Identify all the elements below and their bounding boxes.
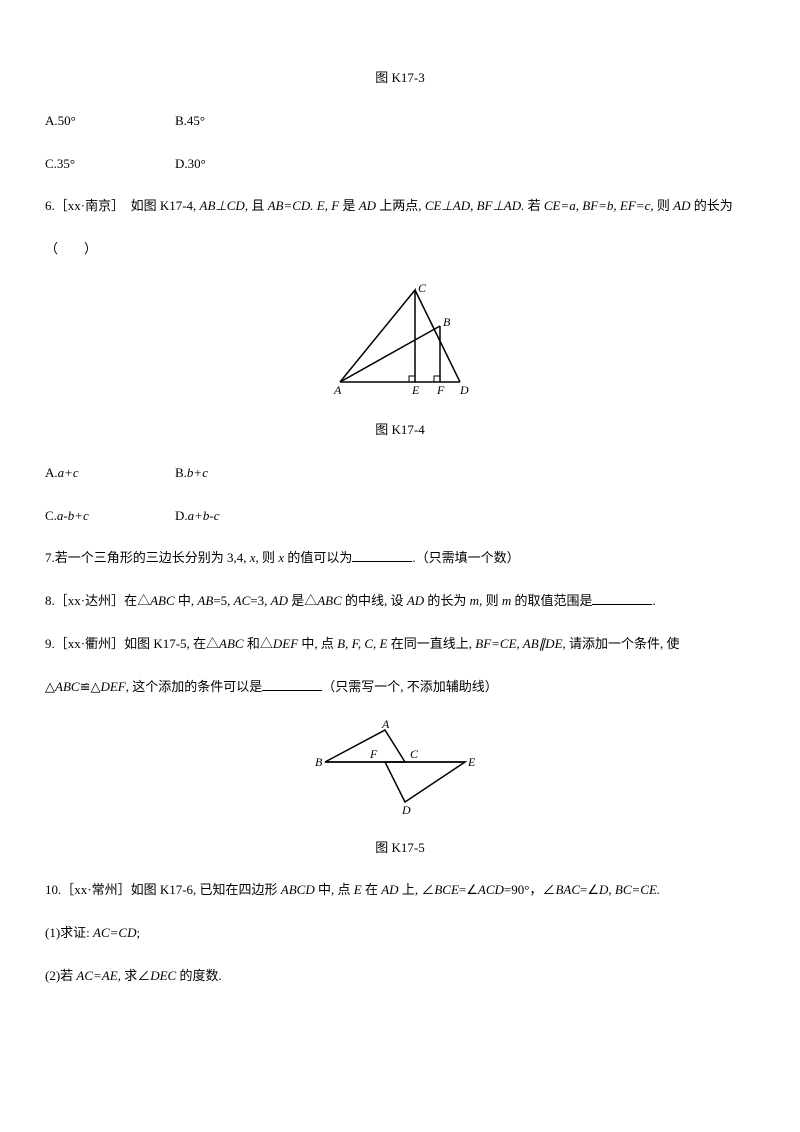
q9-text-line2: △ABC≌△DEF, 这个添加的条件可以是（只需写一个, 不添加辅助线） xyxy=(45,677,755,698)
q10-part2: (2)若 AC=AE, 求∠DEC 的度数. xyxy=(45,966,755,987)
svg-text:A: A xyxy=(381,720,390,731)
q5-opt-d: D.30° xyxy=(175,154,206,175)
q5-options: A.50° B.45° C.35° D.30° xyxy=(45,111,755,175)
q6-opt-c: C.a-b+c xyxy=(45,506,175,527)
q6-options: A.a+c B.b+c C.a-b+c D.a+b-c xyxy=(45,463,755,527)
svg-text:A: A xyxy=(333,383,342,397)
q9-blank[interactable] xyxy=(262,677,322,691)
q6-opt-b: B.b+c xyxy=(175,463,208,484)
q10-part1: (1)求证: AC=CD; xyxy=(45,923,755,944)
q5-opt-a: A.50° xyxy=(45,111,175,132)
q6-text: 6.［xx·南京］ 如图 K17-4, AB⊥CD, 且 AB=CD. E, F… xyxy=(45,196,755,217)
q9-text-line1: 9.［xx·衢州］如图 K17-5, 在△ABC 和△DEF 中, 点 B, F… xyxy=(45,634,755,655)
q6-figure: A E F D C B xyxy=(45,282,755,402)
svg-text:D: D xyxy=(401,803,411,817)
q6-paren: （ ） xyxy=(45,239,755,260)
q5-opt-c: C.35° xyxy=(45,154,175,175)
svg-text:E: E xyxy=(467,755,476,769)
svg-text:D: D xyxy=(459,383,469,397)
svg-text:C: C xyxy=(410,747,419,761)
svg-text:B: B xyxy=(315,755,323,769)
fig3-caption: 图 K17-3 xyxy=(45,68,755,89)
svg-text:C: C xyxy=(418,282,427,295)
q9-figure: A B F C E D xyxy=(45,720,755,820)
svg-text:B: B xyxy=(443,315,451,329)
q7-text: 7.若一个三角形的三边长分别为 3,4, x, 则 x 的值可以为.（只需填一个… xyxy=(45,548,755,569)
q8-text: 8.［xx·达州］在△ABC 中, AB=5, AC=3, AD 是△ABC 的… xyxy=(45,591,755,612)
fig4-caption: 图 K17-4 xyxy=(45,420,755,441)
q7-blank[interactable] xyxy=(352,548,412,562)
svg-text:E: E xyxy=(411,383,420,397)
fig5-caption: 图 K17-5 xyxy=(45,838,755,859)
svg-text:F: F xyxy=(436,383,445,397)
q10-text: 10.［xx·常州］如图 K17-6, 已知在四边形 ABCD 中, 点 E 在… xyxy=(45,880,755,901)
svg-text:F: F xyxy=(369,747,378,761)
q5-opt-b: B.45° xyxy=(175,111,205,132)
q8-blank[interactable] xyxy=(592,591,652,605)
q6-opt-a: A.a+c xyxy=(45,463,175,484)
q6-opt-d: D.a+b-c xyxy=(175,506,220,527)
